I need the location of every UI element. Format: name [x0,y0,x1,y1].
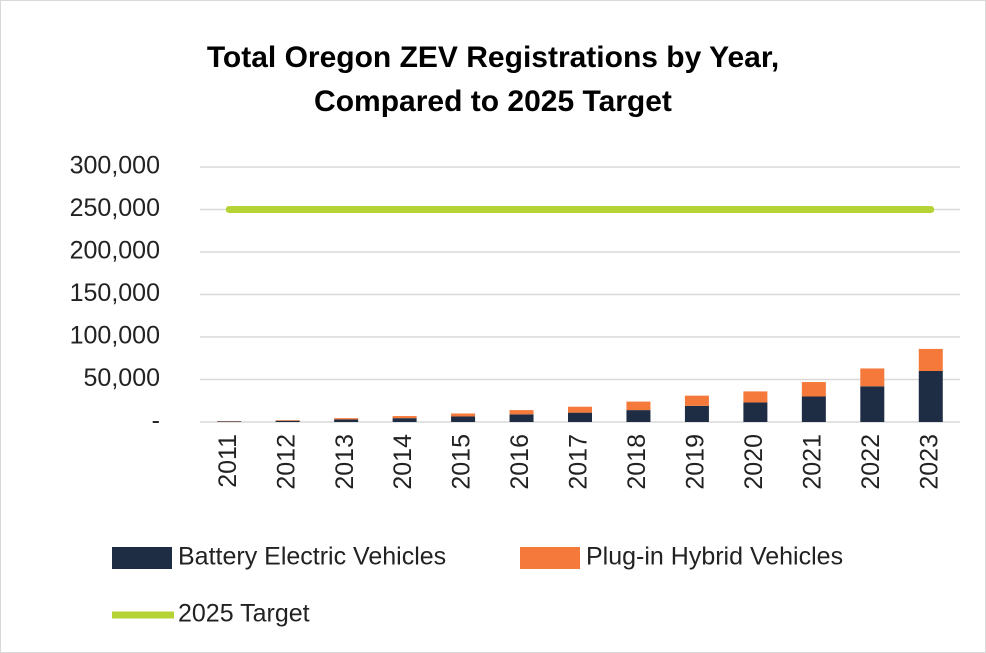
bar-segment [275,420,300,421]
bar-segment [392,418,417,422]
bar-segment [509,414,534,422]
bar-segment [743,402,768,422]
bar-segment [568,412,592,422]
x-tick-label: 2019 [682,434,710,490]
legend-label: 2025 Target [178,600,310,628]
x-tick-label: 2014 [389,434,417,490]
bar-segment [334,418,359,420]
bar-segment [451,416,476,422]
legend-label: Plug-in Hybrid Vehicles [586,543,843,571]
bar-segment [509,410,534,415]
bar-segment [801,382,826,397]
y-tick-label: 100,000 [70,322,160,350]
bar-segment [568,406,592,413]
x-tick-label: 2012 [272,434,300,490]
legend-swatch [520,547,580,569]
bar-segment [451,413,476,417]
y-tick-label: 250,000 [70,194,160,222]
bar-segment [684,405,709,422]
bar-segment [684,395,709,406]
bar-segment [918,371,943,422]
y-tick-label: - [152,407,160,435]
bar-segment [217,421,242,422]
bar-segment [626,410,651,422]
x-tick-label: 2023 [915,434,943,490]
y-tick-label: 150,000 [70,279,160,307]
x-tick-label: 2017 [565,434,593,490]
bar-segment [626,401,651,411]
bar-segment [275,420,300,422]
bar-segment [918,348,943,371]
y-tick-label: 200,000 [70,237,160,265]
y-tick-label: 50,000 [84,364,160,392]
x-tick-label: 2021 [798,434,826,490]
bar-segment [801,396,826,422]
x-tick-label: 2022 [857,434,885,490]
bar-segment [392,416,417,419]
x-tick-label: 2018 [623,434,651,490]
bar-segment [743,391,768,403]
bar-segment [334,419,359,422]
x-tick-label: 2016 [506,434,534,490]
x-tick-label: 2011 [214,434,242,488]
legend-swatch [112,547,172,569]
x-tick-label: 2020 [740,434,768,490]
y-tick-label: 300,000 [70,152,160,180]
bar-segment [860,368,885,387]
bar-segment [860,386,885,422]
legend-label: Battery Electric Vehicles [178,543,446,571]
x-tick-label: 2015 [448,434,476,490]
x-tick-label: 2013 [331,434,359,490]
chart-title: Total Oregon ZEV Registrations by Year, … [206,41,780,118]
